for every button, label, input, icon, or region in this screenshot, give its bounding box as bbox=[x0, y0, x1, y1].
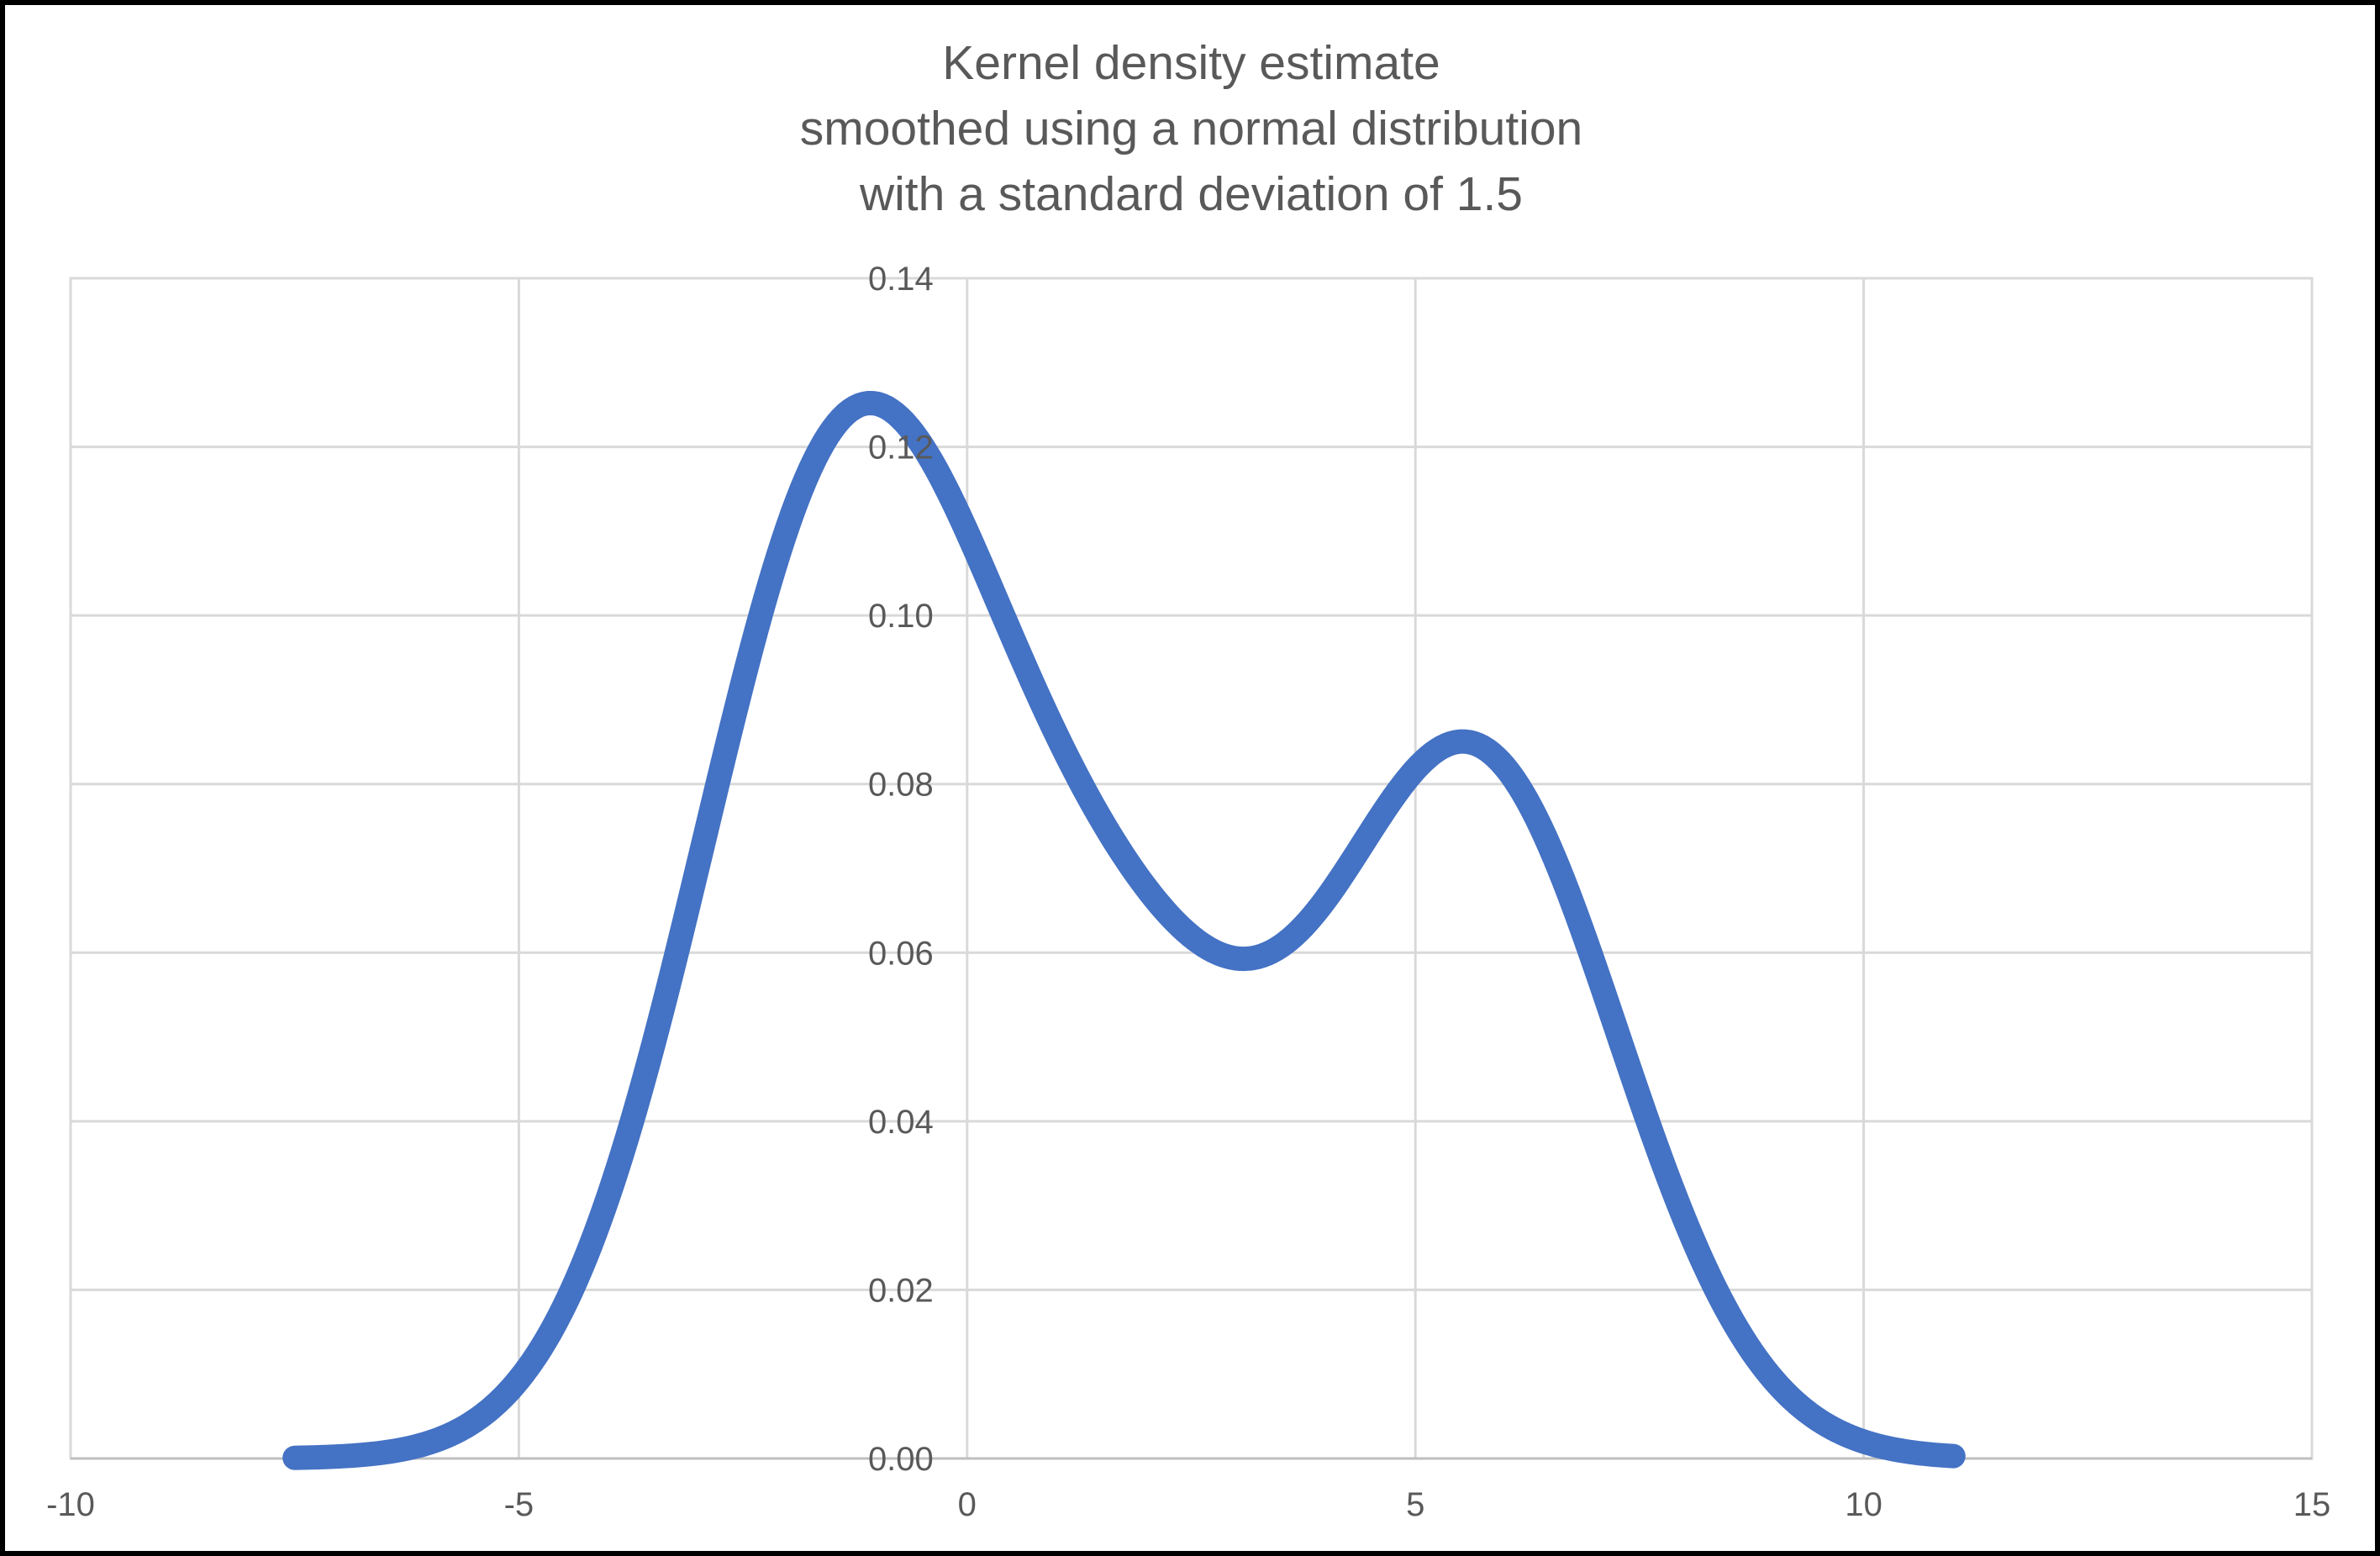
y-tick-label: 0.04 bbox=[868, 1104, 934, 1141]
y-tick-label: 0.08 bbox=[868, 767, 934, 804]
x-tick-label: -10 bbox=[46, 1486, 95, 1523]
x-tick-label: 0 bbox=[958, 1486, 977, 1523]
kde-curve bbox=[282, 391, 1966, 1470]
chart-title-line-1: Kernel density estimate bbox=[942, 36, 1440, 90]
chart-title-line-2: smoothed using a normal distribution bbox=[799, 102, 1583, 156]
y-tick-label: 0.14 bbox=[868, 261, 934, 298]
plot-border bbox=[69, 277, 2314, 1460]
x-tick-label: 10 bbox=[1845, 1486, 1882, 1523]
x-tick-label: 5 bbox=[1406, 1486, 1424, 1523]
x-tick-label: -5 bbox=[504, 1486, 534, 1523]
chart-title: Kernel density estimate smoothed using a… bbox=[71, 30, 2312, 227]
x-tick-label: 15 bbox=[2293, 1486, 2331, 1523]
y-tick-label: 0.00 bbox=[868, 1441, 934, 1478]
y-tick-label: 0.02 bbox=[868, 1272, 934, 1309]
y-tick-label: 0.12 bbox=[868, 430, 934, 467]
y-tick-label: 0.10 bbox=[868, 598, 934, 635]
chart-title-line-3: with a standard deviation of 1.5 bbox=[859, 167, 1523, 221]
y-tick-label: 0.06 bbox=[868, 935, 934, 972]
